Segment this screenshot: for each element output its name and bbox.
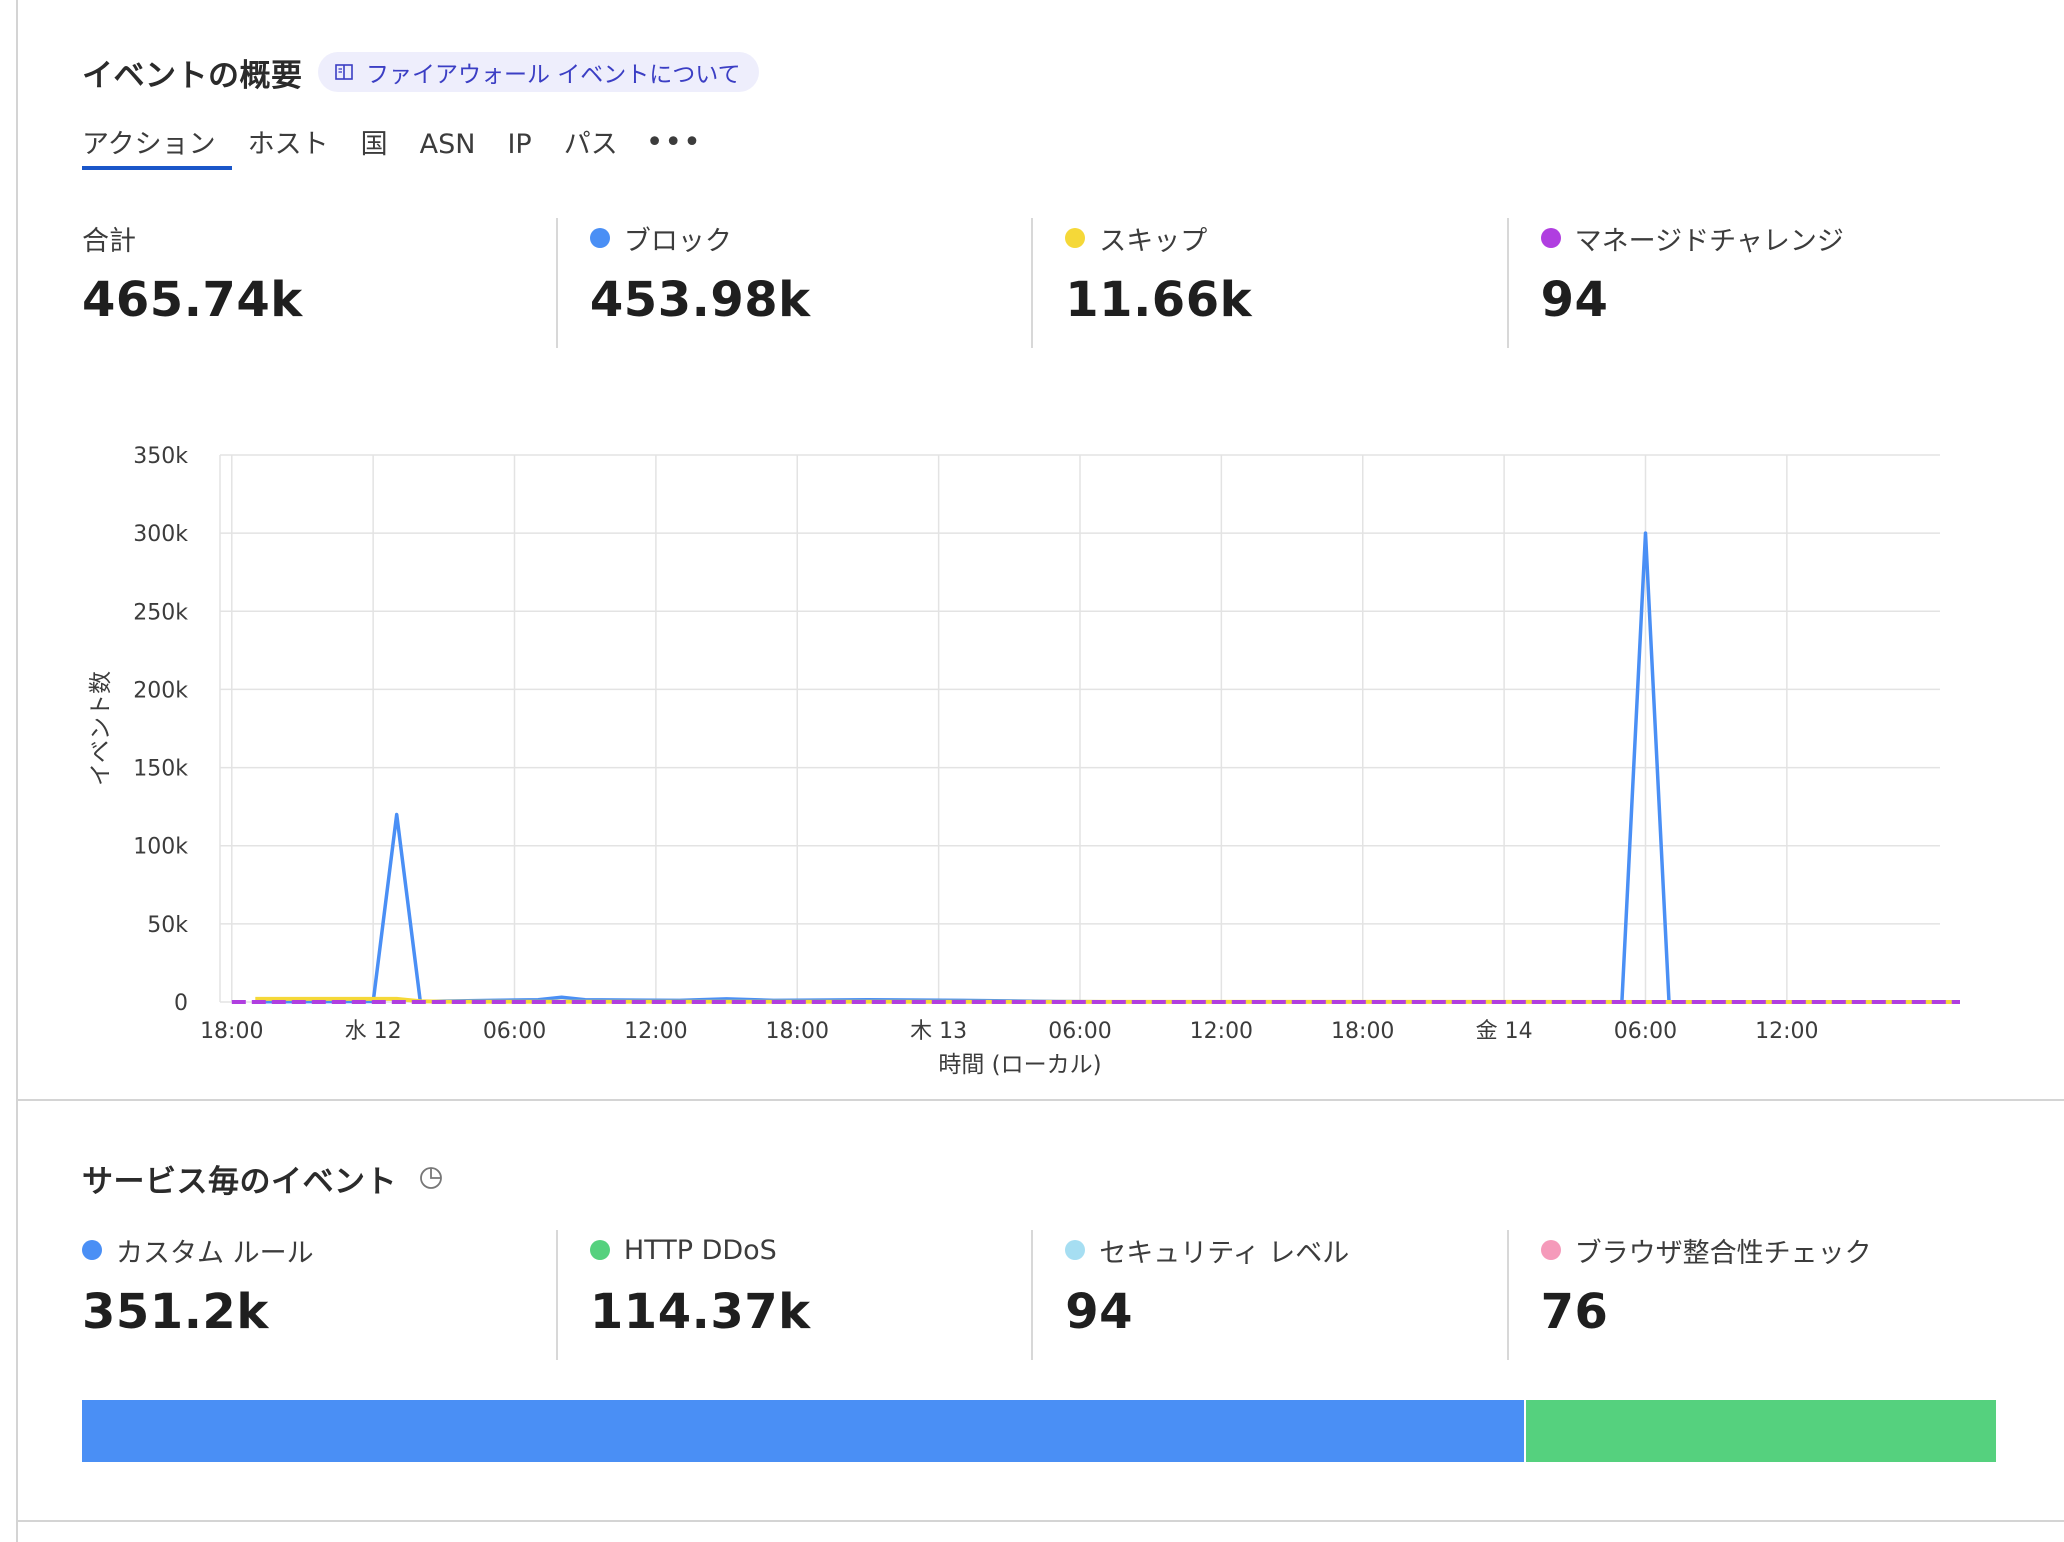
y-axis-label: イベント数 <box>88 671 114 786</box>
y-tick-label: 200k <box>133 678 188 703</box>
legend-dot <box>589 228 610 248</box>
panel-border <box>16 0 18 1542</box>
pie-chart-icon[interactable] <box>418 1165 444 1191</box>
y-tick-label: 0 <box>174 991 188 1016</box>
legend-dot <box>589 1240 610 1260</box>
stat-label: スキップ <box>1099 225 1208 257</box>
section-divider <box>16 1099 2064 1101</box>
bar-segment[interactable] <box>82 1400 1525 1462</box>
x-tick-label: 12:00 <box>624 1019 687 1044</box>
x-tick-label: 金 14 <box>1476 1019 1533 1044</box>
stat-security-level[interactable]: セキュリティ レベル 94 <box>1031 1230 1506 1360</box>
stat-value: 351.2k <box>82 1284 269 1340</box>
x-tick-label: 06:00 <box>1614 1019 1677 1044</box>
tab-ip[interactable]: IP <box>507 129 532 160</box>
services-title: サービス毎のイベント <box>82 1164 397 1200</box>
stat-managed-challenge[interactable]: マネージドチャレンジ 94 <box>1506 218 1982 348</box>
x-tick-label: 06:00 <box>1048 1019 1111 1044</box>
stat-value: 453.98k <box>589 272 811 328</box>
stat-label: 合計 <box>82 225 136 257</box>
tab-path[interactable]: パス <box>563 129 618 160</box>
book-icon <box>335 64 353 80</box>
stat-label: ブロック <box>623 225 732 257</box>
stat-value: 76 <box>1540 1284 1609 1340</box>
legend-dot <box>1540 1240 1561 1260</box>
y-tick-label: 50k <box>147 913 188 938</box>
legend-dot <box>1065 1240 1086 1260</box>
stat-browser-integrity-check[interactable]: ブラウザ整合性チェック 76 <box>1506 1230 1982 1360</box>
y-tick-label: 100k <box>133 835 188 860</box>
stat-http-ddos[interactable]: HTTP DDoS 114.37k <box>555 1230 1031 1360</box>
action-stats: 合計 465.74k ブロック 453.98k スキップ 11.66k マネージ… <box>82 218 1982 348</box>
stat-label: ブラウザ整合性チェック <box>1574 1237 1872 1269</box>
x-axis-label: 時間 (ローカル) <box>938 1052 1101 1078</box>
stat-value: 11.66k <box>1065 272 1253 328</box>
y-tick-label: 250k <box>133 600 188 625</box>
y-tick-label: 300k <box>133 522 188 547</box>
stat-label: カスタム ルール <box>116 1237 314 1269</box>
x-tick-label: 18:00 <box>766 1019 829 1044</box>
overview-tabs: アクション ホスト 国 ASN IP パス ••• <box>82 126 714 170</box>
stat-total: 合計 465.74k <box>82 218 556 348</box>
stat-label: セキュリティ レベル <box>1099 1237 1350 1269</box>
stat-label: HTTP DDoS <box>623 1234 777 1266</box>
overview-title: イベントの概要 <box>82 58 303 94</box>
bar-segment[interactable] <box>1524 1400 1996 1462</box>
stat-skip[interactable]: スキップ 11.66k <box>1031 218 1506 348</box>
service-distribution-bar <box>82 1400 1996 1462</box>
x-tick-label: 水 12 <box>345 1019 402 1044</box>
stat-block[interactable]: ブロック 453.98k <box>555 218 1031 348</box>
y-tick-label: 150k <box>133 757 188 782</box>
x-tick-label: 木 13 <box>910 1019 967 1044</box>
tab-host[interactable]: ホスト <box>247 129 329 160</box>
legend-dot <box>1065 228 1086 248</box>
section-divider <box>16 1520 2064 1522</box>
tab-asn[interactable]: ASN <box>419 129 476 160</box>
stat-value: 114.37k <box>589 1284 811 1340</box>
legend-dot <box>1540 228 1561 248</box>
legend-dot <box>82 1240 102 1260</box>
x-tick-label: 12:00 <box>1755 1019 1818 1044</box>
tab-country[interactable]: 国 <box>360 129 388 160</box>
service-stats: カスタム ルール 351.2k HTTP DDoS 114.37k セキュリティ… <box>82 1230 1982 1360</box>
doc-link-label: ファイアウォール イベントについて <box>366 62 741 88</box>
stat-value: 94 <box>1065 1284 1134 1340</box>
stat-custom-rules[interactable]: カスタム ルール 351.2k <box>82 1230 556 1360</box>
y-tick-label: 350k <box>133 444 188 469</box>
stat-value: 465.74k <box>82 272 303 328</box>
stat-label: マネージドチャレンジ <box>1574 225 1844 257</box>
x-tick-label: 18:00 <box>200 1019 263 1044</box>
events-line-chart[interactable]: 0 50k 100k 150k 200k 250k 300k 350k 18:00 水 12 06:… <box>80 430 1960 1090</box>
doc-link-button[interactable]: ファイアウォール イベントについて <box>318 52 759 92</box>
x-tick-label: 12:00 <box>1190 1019 1253 1044</box>
tab-action[interactable]: アクション <box>82 126 232 170</box>
more-tabs-button[interactable]: ••• <box>645 125 702 160</box>
stat-value: 94 <box>1540 272 1609 328</box>
x-tick-label: 06:00 <box>483 1019 546 1044</box>
x-tick-label: 18:00 <box>1331 1019 1394 1044</box>
